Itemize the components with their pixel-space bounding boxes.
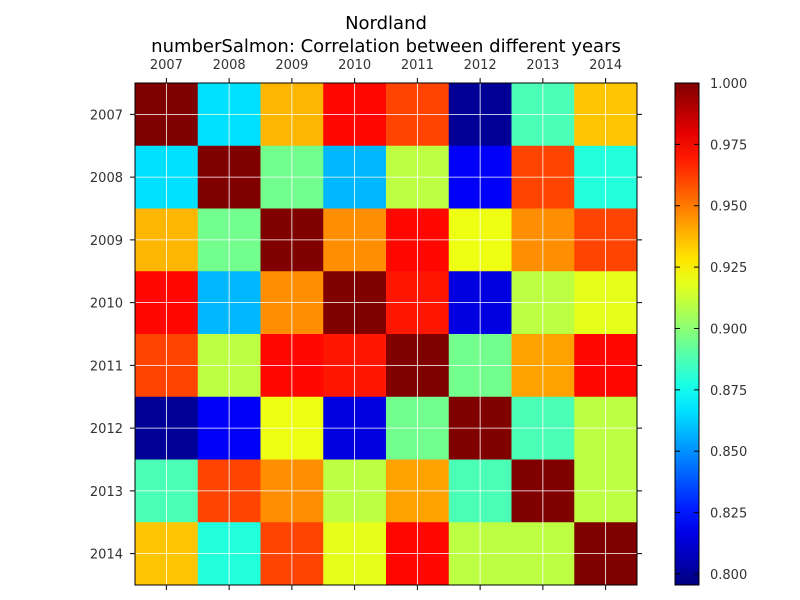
colorbar-tick-label: 0.900 xyxy=(710,322,747,337)
colorbar-tick-label: 0.925 xyxy=(710,261,747,276)
x-tick-label: 2007 xyxy=(150,58,183,73)
y-tick-label: 2012 xyxy=(90,422,123,437)
x-tick-label: 2014 xyxy=(589,58,622,73)
colorbar-tick-label: 0.800 xyxy=(710,568,747,583)
chart-subtitle: numberSalmon: Correlation between differ… xyxy=(151,36,621,57)
x-tick-label: 2012 xyxy=(464,58,497,73)
x-tick-label: 2013 xyxy=(526,58,559,73)
y-tick-label: 2010 xyxy=(90,297,123,312)
colorbar-tick-label: 1.000 xyxy=(710,77,747,92)
heatmap-axes: 2007 2008 2009 2010 2011 2012 2013 2014 2007 2008… xyxy=(90,58,642,590)
colorbar-tick-label: 0.875 xyxy=(710,384,747,399)
colorbar-tick-label: 0.825 xyxy=(710,507,747,522)
y-tick-label: 2007 xyxy=(90,108,123,123)
y-tick-label: 2014 xyxy=(90,548,123,563)
x-tick-label: 2008 xyxy=(213,58,246,73)
colorbar-tick-label: 0.975 xyxy=(710,138,747,153)
y-tick-label: 2011 xyxy=(90,359,123,374)
colorbar-tick-label: 0.850 xyxy=(710,445,747,460)
plot-frame xyxy=(134,82,638,586)
x-tick-label: 2010 xyxy=(338,58,371,73)
heatmap-cells xyxy=(135,83,638,586)
colorbar-gradient xyxy=(674,82,700,586)
x-tick-label: 2009 xyxy=(275,58,308,73)
x-tick-label: 2011 xyxy=(401,58,434,73)
colorbar: 0.800 0.825 0.850 0.875 0.900 0.925 0.950 0.975… xyxy=(674,77,747,586)
colorbar-tick-label: 0.950 xyxy=(710,200,747,215)
y-tick-label: 2008 xyxy=(90,171,123,186)
chart-title: Nordland xyxy=(345,13,427,34)
y-tick-label: 2009 xyxy=(90,234,123,249)
heatmap-grid xyxy=(135,83,637,585)
y-tick-label: 2013 xyxy=(90,485,123,500)
